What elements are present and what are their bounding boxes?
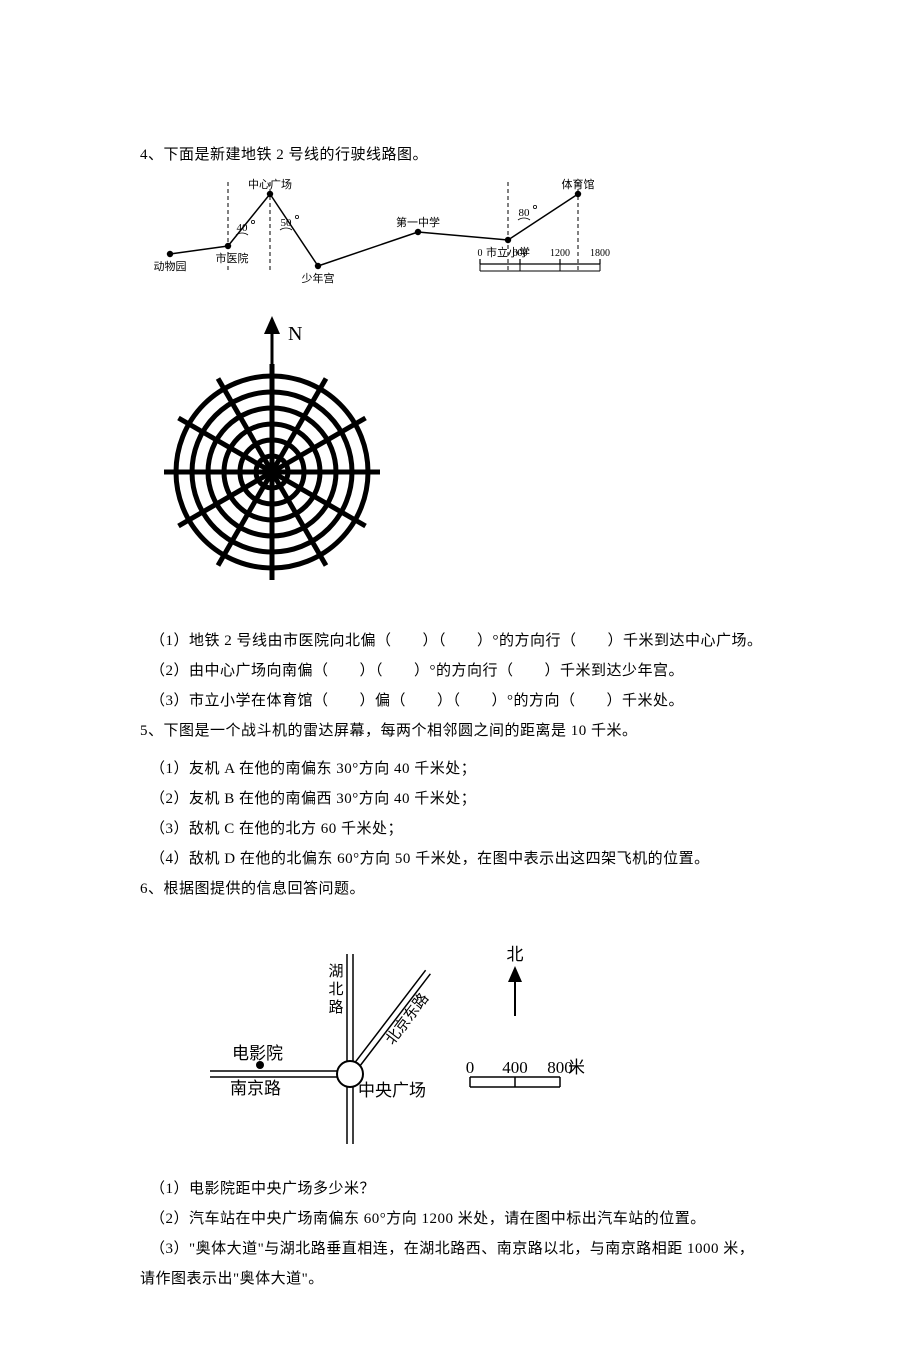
q4-sub3: （3）市立小学在体育馆（ ）偏（ ）（ ）°的方向（ ）千米处。 (140, 686, 780, 716)
svg-text:北: 北 (328, 981, 343, 998)
q6-sub3b: 请作图表示出"奥体大道"。 (140, 1264, 780, 1294)
svg-text:0: 0 (478, 248, 483, 259)
q6-sub3a: （3）"奥体大道"与湖北路垂直相连，在湖北路西、南京路以北，与南京路相距 100… (140, 1234, 780, 1264)
svg-text:1800: 1800 (590, 248, 610, 259)
route-map-svg: 动物园市医院中心广场少年宫第一中学市立小学体育馆4050800600120018… (150, 176, 670, 296)
svg-text:80: 80 (519, 207, 531, 219)
radar-figure: N (140, 314, 780, 614)
svg-text:北: 北 (507, 945, 524, 964)
q6-sub2: （2）汽车站在中央广场南偏东 60°方向 1200 米处，请在图中标出汽车站的位… (140, 1204, 780, 1234)
q4-figure: 动物园市医院中心广场少年宫第一中学市立小学体育馆4050800600120018… (140, 176, 780, 296)
svg-text:动物园: 动物园 (154, 259, 187, 273)
svg-text:北京东路: 北京东路 (382, 990, 432, 1048)
svg-text:50: 50 (281, 217, 293, 229)
q5-sub2: （2）友机 B 在他的南偏西 30°方向 40 千米处； (140, 784, 780, 814)
q6-figure: 电影院南京路中央广场湖北路北京东路北0400800米 (180, 914, 780, 1164)
svg-text:体育馆: 体育馆 (562, 177, 595, 191)
svg-text:电影院: 电影院 (232, 1044, 283, 1063)
q5-sub1: （1）友机 A 在他的南偏东 30°方向 40 千米处； (140, 754, 780, 784)
svg-text:0: 0 (466, 1058, 475, 1077)
svg-text:中心广场: 中心广场 (248, 177, 292, 191)
svg-text:600: 600 (513, 248, 528, 259)
q5-sub4: （4）敌机 D 在他的北偏东 60°方向 50 千米处，在图中表示出这四架飞机的… (140, 844, 780, 874)
svg-text:路: 路 (328, 999, 343, 1016)
page-root: 4、下面是新建地铁 2 号线的行驶线路图。 动物园市医院中心广场少年宫第一中学市… (0, 0, 920, 1354)
svg-text:米: 米 (568, 1058, 585, 1077)
map-svg: 电影院南京路中央广场湖北路北京东路北0400800米 (180, 914, 600, 1164)
svg-text:市医院: 市医院 (216, 251, 249, 265)
q4-prompt: 4、下面是新建地铁 2 号线的行驶线路图。 (140, 140, 780, 170)
q6-prompt: 6、根据图提供的信息回答问题。 (140, 874, 780, 904)
svg-text:1200: 1200 (550, 248, 570, 259)
q4-sub1: （1）地铁 2 号线由市医院向北偏（ ）（ ）°的方向行（ ）千米到达中心广场。 (140, 626, 780, 656)
svg-text:400: 400 (502, 1058, 528, 1077)
svg-text:南京路: 南京路 (230, 1079, 281, 1098)
svg-text:湖: 湖 (328, 963, 343, 980)
svg-text:少年宫: 少年宫 (302, 271, 335, 285)
svg-text:中央广场: 中央广场 (358, 1081, 426, 1100)
svg-text:第一中学: 第一中学 (396, 215, 440, 229)
q5-prompt: 5、下图是一个战斗机的雷达屏幕，每两个相邻圆之间的距离是 10 千米。 (140, 716, 780, 746)
svg-text:N: N (288, 323, 302, 345)
svg-text:40: 40 (237, 222, 249, 234)
radar-svg: N (150, 314, 410, 614)
q6-sub1: （1）电影院距中央广场多少米？ (140, 1174, 780, 1204)
q4-sub2: （2）由中心广场向南偏（ ）（ ）°的方向行（ ）千米到达少年宫。 (140, 656, 780, 686)
spacer (140, 746, 780, 754)
q5-sub3: （3）敌机 C 在他的北方 60 千米处； (140, 814, 780, 844)
